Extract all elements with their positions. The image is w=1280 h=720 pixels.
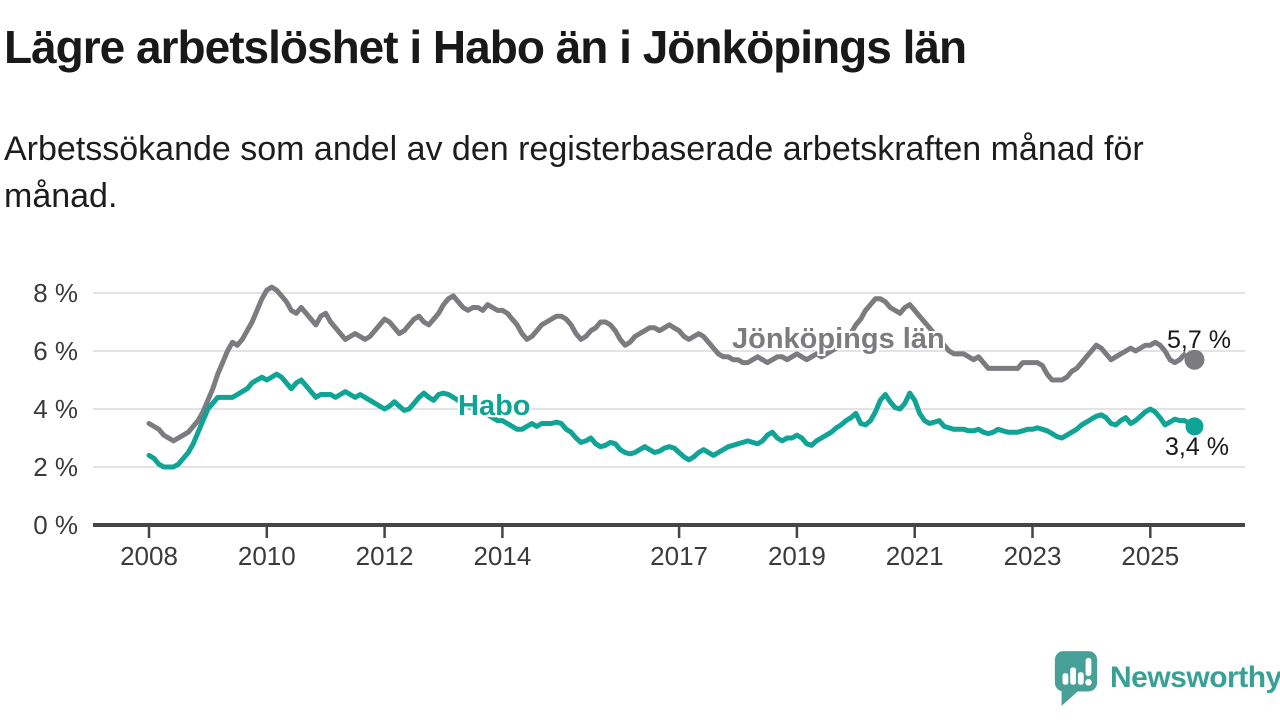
series-line-jonkopings-lan <box>146 284 1197 444</box>
chart-subtitle: Arbetssökande som andel av den registerb… <box>4 130 1144 215</box>
chart-canvas: 0 % 2 % 4 % 6 % 8 % 2008 2010 2012 2014 2017 2019 2… <box>33 278 1245 571</box>
y-axis-tick-label: 8 % <box>33 278 78 308</box>
end-value-label-jonkopings-lan: 5,7 % <box>1167 326 1231 354</box>
series-end-dot-jonkopings-lan <box>1184 349 1205 370</box>
y-axis-tick-label: 0 % <box>33 510 78 540</box>
series-label-habo: Habo <box>458 390 531 422</box>
series-line-habo <box>146 371 1197 470</box>
y-axis-tick-label: 2 % <box>33 452 78 482</box>
newsworthy-logo-icon <box>1054 651 1098 706</box>
x-axis-tick-label: 2023 <box>1004 541 1062 571</box>
y-axis-tick-label: 6 % <box>33 336 78 366</box>
x-axis-tick-label: 2019 <box>768 541 826 571</box>
brand-logo: Newsworthy <box>1052 648 1280 708</box>
x-axis-tick-label: 2017 <box>650 541 708 571</box>
end-value-label-habo: 3,4 % <box>1165 433 1229 461</box>
x-axis-tick-label: 2014 <box>473 541 531 571</box>
x-axis-tick-label: 2010 <box>238 541 296 571</box>
page-title: Lägre arbetslöshet i Habo än i Jönköping… <box>4 21 967 73</box>
brand-name: Newsworthy <box>1110 661 1280 694</box>
x-axis-tick-label: 2012 <box>356 541 414 571</box>
x-axis-tick-label: 2025 <box>1121 541 1179 571</box>
y-axis-tick-label: 4 % <box>33 394 78 424</box>
series-label-jonkopings-lan: Jönköpings län <box>732 323 945 355</box>
x-axis-tick-label: 2021 <box>886 541 944 571</box>
series-end-dot-habo <box>1185 417 1204 436</box>
x-axis-tick-label: 2008 <box>120 541 178 571</box>
